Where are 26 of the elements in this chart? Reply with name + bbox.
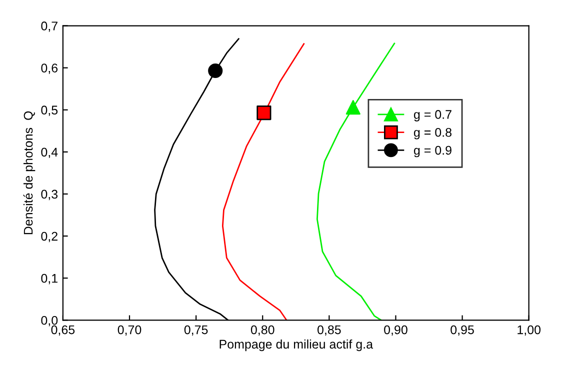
y-tick-label: 0,0 [41,316,58,326]
point [346,100,360,115]
x-tick-label: 0,70 [118,325,142,336]
y-tick-label: 0,7 [41,22,58,32]
legend-label: g = 0.7 [414,110,452,122]
point [208,63,223,78]
x-tick-label: 1,00 [518,325,541,336]
x-tick-label: 0,90 [384,325,408,336]
line-series [316,42,396,320]
point [256,106,272,120]
x-tick-label: 0,95 [450,325,474,336]
y-tick-label: 0,3 [41,190,58,200]
y-tick-label: 0,6 [41,64,58,74]
x-tick-label: 0,75 [184,325,208,336]
y-tick-label: 0,4 [41,148,58,158]
x-tick-label: 0,85 [317,325,341,336]
y-tick-label: 0,2 [41,232,58,242]
y-axis-title: Densité de photons Q [23,111,36,234]
y-tick-label: 0,5 [41,106,58,116]
x-tick-label: 0,65 [51,325,75,336]
line-series [222,43,305,320]
legend-label: g = 0.8 [414,128,452,140]
x-axis-title: Pompage du milieu actif g.a [220,339,374,352]
legend-label: g = 0.9 [414,146,452,158]
x-tick-label: 0,80 [250,325,274,336]
y-tick-label: 0,1 [41,274,58,284]
